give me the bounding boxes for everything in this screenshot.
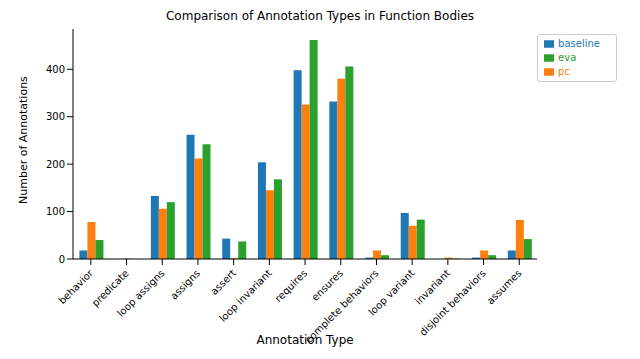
svg-text:200: 200 [46,159,65,170]
svg-text:complete behaviors: complete behaviors [302,267,381,346]
svg-text:Number of Annotations: Number of Annotations [17,76,30,204]
svg-text:behavior: behavior [56,267,96,307]
html-text:pc: pc [558,66,570,77]
svg-text:ensures: ensures [309,267,345,303]
svg-text:loop assigns: loop assigns [115,267,166,318]
svg-text:100: 100 [46,206,65,217]
svg-text:assert: assert [208,267,238,297]
svg-text:requires: requires [273,267,310,304]
svg-text:assumes: assumes [485,267,524,306]
svg-text:invariant: invariant [412,267,453,307]
html-text:baseline: baseline [558,38,600,49]
svg-text:0: 0 [59,254,65,265]
svg-text:assigns: assigns [168,267,202,301]
svg-text:loop variant: loop variant [366,267,416,317]
html-text:Comparison of Annotation Types: Comparison of Annotation Types in Functi… [166,9,474,23]
svg-text:loop invariant: loop invariant [217,267,274,324]
svg-text:400: 400 [46,64,65,75]
html-text:eva: eva [558,52,577,63]
svg-text:predicate: predicate [89,267,131,309]
svg-text:disjoint behaviors: disjoint behaviors [417,267,487,337]
svg-text:300: 300 [46,111,65,122]
svg-text:Annotation Type: Annotation Type [256,333,353,347]
